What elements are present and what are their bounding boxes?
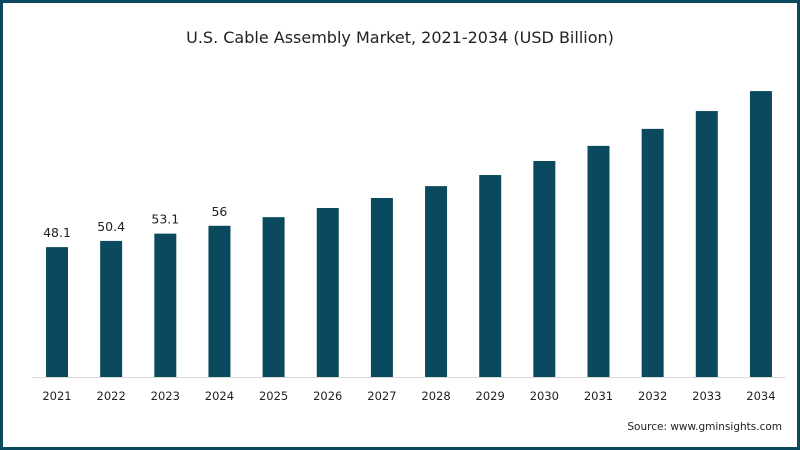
x-tick-label: 2021: [42, 389, 71, 403]
x-tick-label: 2032: [638, 389, 667, 403]
x-tick-label: 2026: [313, 389, 342, 403]
x-tick-label: 2025: [259, 389, 288, 403]
data-label: 56: [211, 204, 227, 219]
bar-2021: [46, 247, 68, 377]
bar-2027: [370, 197, 393, 377]
source-note: Source: www.gminsights.com: [627, 421, 782, 433]
x-tick-label: 2031: [584, 389, 613, 403]
bar-2033: [695, 111, 718, 378]
bar-2026: [316, 207, 339, 377]
bar-2034: [749, 91, 772, 377]
bar-2030: [533, 161, 556, 377]
x-tick-label: 2033: [692, 389, 721, 403]
bar-2023: [154, 233, 177, 377]
bar-2025: [262, 217, 285, 377]
x-tick-label: 2027: [367, 389, 396, 403]
data-label: 53.1: [151, 212, 179, 227]
x-tick-label: 2022: [97, 389, 126, 403]
x-tick-label: 2024: [205, 389, 234, 403]
data-label: 50.4: [97, 219, 125, 234]
x-tick-label: 2030: [530, 389, 559, 403]
x-tick-label: 2023: [151, 389, 180, 403]
bar-2028: [425, 186, 448, 377]
bar-2029: [479, 175, 502, 377]
bar-2032: [641, 128, 664, 377]
x-tick-label: 2029: [476, 389, 505, 403]
bar-2024: [208, 225, 231, 377]
x-tick-label: 2028: [421, 389, 450, 403]
data-label: 48.1: [43, 225, 71, 240]
bar-2022: [100, 240, 123, 377]
chart-title: U.S. Cable Assembly Market, 2021-2034 (U…: [186, 28, 614, 47]
bar-2031: [587, 145, 610, 377]
x-tick-label: 2034: [746, 389, 775, 403]
